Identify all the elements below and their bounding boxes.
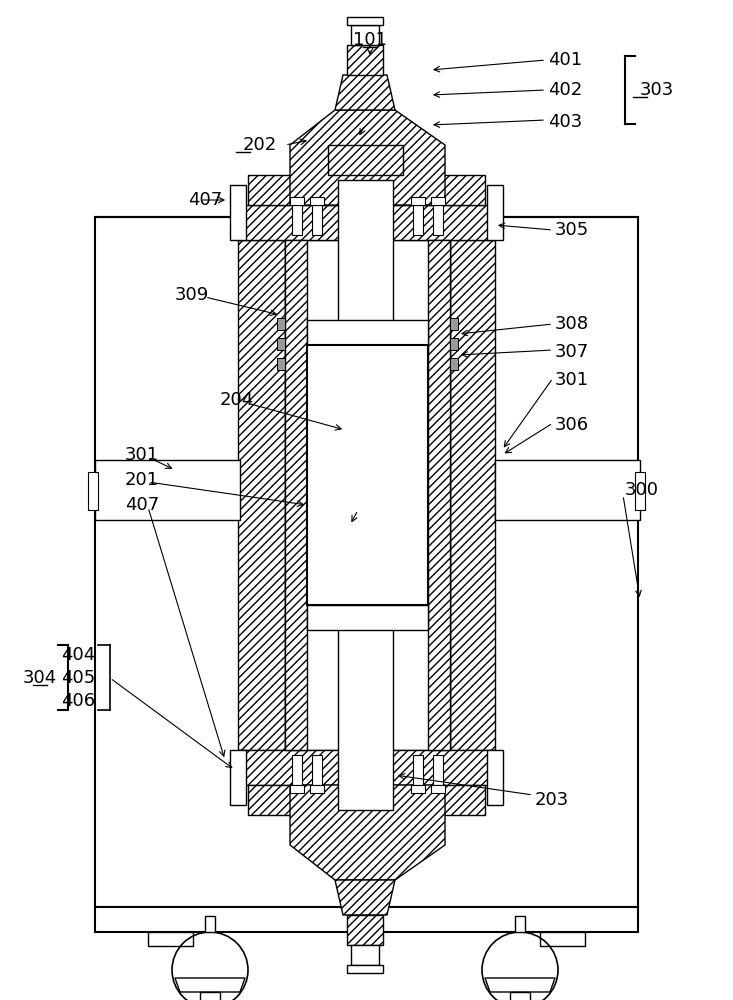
Text: 406: 406 (61, 692, 95, 710)
Bar (248, 785, 485, 815)
Bar (230, 185, 246, 240)
Bar (292, 205, 302, 235)
Bar (307, 320, 428, 345)
Bar (433, 755, 443, 785)
Polygon shape (290, 110, 445, 205)
Bar (310, 785, 324, 793)
Bar (347, 915, 383, 945)
Text: 201: 201 (125, 471, 159, 489)
Text: 303: 303 (640, 81, 674, 99)
Text: 402: 402 (548, 81, 582, 99)
Bar (510, 992, 530, 1000)
Bar (431, 197, 445, 205)
Bar (515, 916, 525, 932)
Text: 204: 204 (220, 391, 254, 409)
Polygon shape (428, 240, 450, 750)
Text: 306: 306 (555, 416, 589, 434)
Text: 401: 401 (548, 51, 582, 69)
Polygon shape (335, 880, 395, 915)
Bar (328, 145, 403, 175)
Bar (200, 992, 220, 1000)
Bar (248, 175, 485, 205)
Polygon shape (485, 978, 555, 992)
Bar (338, 180, 393, 810)
Bar (487, 750, 503, 805)
Bar (431, 785, 445, 793)
Polygon shape (290, 785, 445, 880)
Bar (277, 338, 285, 350)
Bar (411, 197, 425, 205)
Bar (292, 755, 302, 785)
Bar (413, 205, 423, 235)
Bar (95, 907, 638, 932)
Bar (495, 460, 640, 520)
Polygon shape (238, 240, 285, 750)
Text: 202: 202 (243, 136, 277, 154)
Bar (95, 217, 638, 907)
Bar (487, 185, 503, 240)
Text: 203: 203 (535, 791, 570, 809)
Bar (351, 945, 379, 965)
Bar (290, 785, 304, 793)
Polygon shape (335, 75, 395, 110)
Bar (310, 197, 324, 205)
Bar (413, 755, 423, 785)
Polygon shape (175, 978, 245, 992)
Bar (635, 472, 645, 510)
Text: 307: 307 (555, 343, 589, 361)
Bar (205, 916, 215, 932)
Bar (450, 338, 458, 350)
Text: 301: 301 (125, 446, 159, 464)
Bar (230, 750, 246, 805)
Bar (347, 45, 383, 75)
Bar (285, 240, 450, 750)
Bar (433, 205, 443, 235)
Text: 309: 309 (175, 286, 209, 304)
Bar (450, 318, 458, 330)
Bar (347, 965, 383, 973)
Polygon shape (450, 240, 495, 750)
Text: 407: 407 (188, 191, 222, 209)
Text: 403: 403 (548, 113, 582, 131)
Bar (540, 932, 585, 946)
Text: 407: 407 (125, 496, 159, 514)
Bar (307, 345, 428, 605)
Bar (307, 605, 428, 630)
Text: 301: 301 (555, 371, 589, 389)
Bar (411, 785, 425, 793)
Bar (95, 460, 240, 520)
Bar (238, 750, 495, 785)
Text: 101: 101 (353, 31, 387, 49)
Bar (148, 932, 193, 946)
Polygon shape (285, 240, 307, 750)
Bar (312, 205, 322, 235)
Text: 305: 305 (555, 221, 589, 239)
Text: 300: 300 (625, 481, 659, 499)
Bar (450, 358, 458, 370)
Bar (351, 25, 379, 45)
Text: 304: 304 (23, 669, 57, 687)
Text: 308: 308 (555, 315, 589, 333)
Bar (88, 472, 98, 510)
Bar (238, 205, 495, 240)
Bar (312, 755, 322, 785)
Bar (347, 17, 383, 25)
Bar (277, 358, 285, 370)
Bar (277, 318, 285, 330)
Text: 405: 405 (61, 669, 95, 687)
Text: 404: 404 (61, 646, 95, 664)
Bar (290, 197, 304, 205)
